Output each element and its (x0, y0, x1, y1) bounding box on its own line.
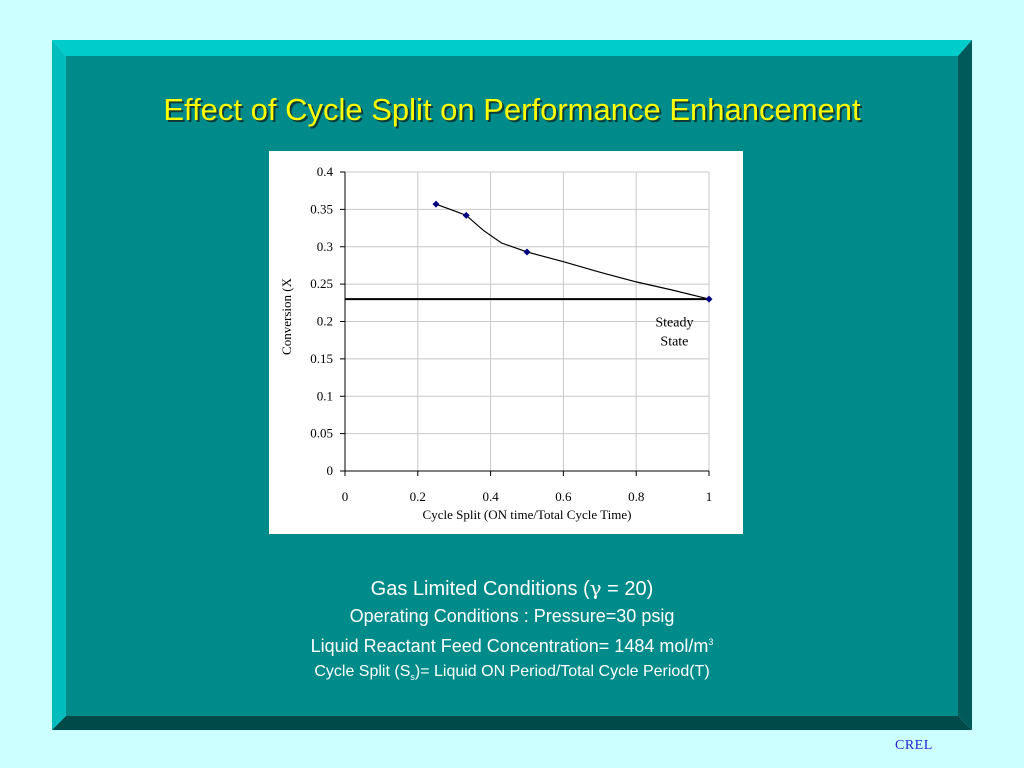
x-tick-label-3: 0.6 (555, 489, 572, 504)
x-tick-label-4: 0.8 (628, 489, 644, 504)
chart: 0 0.05 0.1 0.15 0.2 0.25 0.3 0.35 0.4 0 0.2 0.4 0.6 0… (279, 164, 713, 522)
caption-cycle-split-suffix: )= Liquid ON Period/Total Cycle Period(T… (414, 663, 710, 680)
caption-cycle-split-subscript: s (410, 672, 415, 683)
slide-title: Effect of Cycle Split on Performance Enh… (163, 92, 861, 127)
y-tick-label-2: 0.1 (317, 388, 333, 403)
gamma-symbol: γ (589, 576, 602, 600)
y-tick-label-1: 0.05 (310, 426, 333, 441)
y-tick-label-6: 0.3 (317, 239, 333, 254)
y-tick-label-0: 0 (327, 463, 334, 478)
series-line-0 (435, 203, 710, 300)
frame-bevel-bottom (52, 716, 972, 730)
x-axis-title: Cycle Split (ON time/Total Cycle Time) (423, 507, 632, 522)
y-axis-title: Conversion (X (279, 277, 294, 355)
caption-gas-limited-suffix: = 20) (601, 578, 654, 600)
data-point-0-1 (462, 211, 470, 219)
y-tick-label-3: 0.15 (310, 351, 333, 366)
caption-gas-limited: Gas Limited Conditions (γ = 20) (52, 574, 972, 603)
y-tick-label-4: 0.2 (317, 314, 333, 329)
crel-logo: CREL (895, 738, 933, 753)
y-tick-label-7: 0.35 (310, 201, 333, 216)
data-point-0-2 (523, 248, 531, 256)
steady-state-label-line-0: Steady (655, 316, 693, 331)
data-point-0-3 (705, 295, 713, 303)
frame-bevel-top (52, 40, 972, 56)
caption-cycle-split-definition: Cycle Split (Ss)= Liquid ON Period/Total… (52, 660, 972, 689)
x-tick-label-2: 0.4 (482, 489, 499, 504)
caption-cycle-split-prefix: Cycle Split (S (314, 663, 411, 680)
x-tick-label-0: 0 (342, 489, 349, 504)
data-point-0-0 (432, 200, 440, 208)
x-tick-label-1: 0.2 (410, 489, 426, 504)
chart-panel: 0 0.05 0.1 0.15 0.2 0.25 0.3 0.35 0.4 0 0.2 0.4 0.6 0… (269, 151, 743, 534)
caption-operating-conditions: Operating Conditions : Pressure=30 psig (349, 606, 675, 626)
frame-bevel-right (958, 40, 972, 730)
caption-feed-concentration-text: Liquid Reactant Feed Concentration= 1484… (310, 636, 709, 656)
frame-bevel-left (52, 40, 66, 730)
y-tick-label-5: 0.25 (310, 276, 333, 291)
captions: Gas Limited Conditions (γ = 20) Operatin… (52, 574, 972, 689)
caption-feed-concentration-exponent: 3 (708, 637, 714, 647)
steady-state-label-line-1: State (660, 335, 688, 350)
x-tick-label-5: 1 (706, 489, 713, 504)
y-tick-label-8: 0.4 (317, 164, 334, 179)
caption-feed-concentration: Liquid Reactant Feed Concentration= 1484… (52, 629, 972, 660)
caption-gas-limited-prefix: Gas Limited Conditions ( (370, 578, 590, 600)
